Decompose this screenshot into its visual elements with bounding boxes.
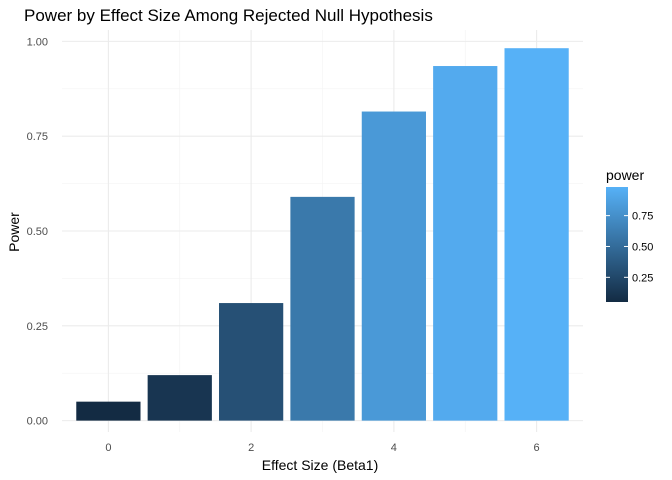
bar <box>433 66 498 421</box>
x-axis-title: Effect Size (Beta1) <box>262 457 378 473</box>
legend-tick-label: 0.75 <box>632 211 653 223</box>
legend: power 0.25 0.50 0.75 <box>606 167 653 302</box>
legend-colorbar <box>606 187 628 302</box>
bar <box>76 401 141 421</box>
y-tick-label: 0.25 <box>27 321 48 333</box>
x-tick-label: 6 <box>534 442 540 454</box>
legend-title: power <box>606 167 644 183</box>
bar <box>219 303 284 421</box>
x-tick-label: 0 <box>105 442 111 454</box>
y-axis-ticks: 0.00 0.25 0.50 0.75 1.00 <box>27 36 48 427</box>
chart-title: Power by Effect Size Among Rejected Null… <box>24 6 433 25</box>
bar <box>290 196 355 421</box>
bar <box>504 48 569 421</box>
legend-tick-label: 0.25 <box>632 272 653 284</box>
bar <box>361 111 426 421</box>
bar <box>147 375 212 421</box>
y-tick-label: 1.00 <box>27 36 48 48</box>
y-tick-label: 0.75 <box>27 131 48 143</box>
x-tick-label: 4 <box>391 442 397 454</box>
x-tick-label: 2 <box>248 442 254 454</box>
y-axis-title: Power <box>6 212 22 252</box>
bars <box>76 48 569 421</box>
y-tick-label: 0.00 <box>27 416 48 428</box>
legend-tick-label: 0.50 <box>632 241 653 253</box>
y-tick-label: 0.50 <box>27 226 48 238</box>
x-axis-ticks: 0 2 4 6 <box>105 442 539 454</box>
legend-ticks: 0.25 0.50 0.75 <box>606 211 653 284</box>
